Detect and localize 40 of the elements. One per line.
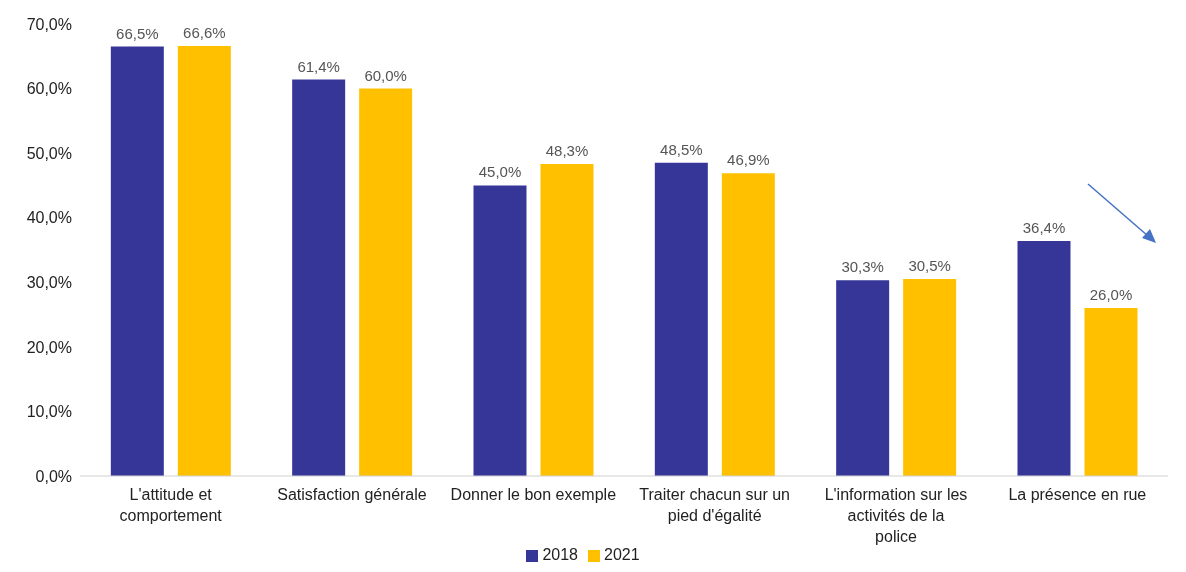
legend-label: 2021: [604, 546, 640, 563]
y-tick-label: 10,0%: [26, 403, 72, 421]
x-tick-label: La présence en rue: [1008, 486, 1147, 503]
data-label: 46,9%: [727, 151, 770, 169]
y-tick-label: 30,0%: [26, 273, 72, 291]
y-tick-label: 60,0%: [26, 80, 72, 98]
data-label: 66,6%: [183, 23, 226, 41]
data-label: 48,5%: [660, 140, 703, 158]
x-tick-label: Traiter chacun sur un pied d'égalité: [639, 486, 790, 524]
data-label: 61,4%: [297, 57, 340, 75]
data-label: 60,0%: [364, 66, 407, 84]
bar: [292, 79, 346, 476]
data-label: 48,3%: [545, 142, 589, 160]
x-tick-label: L'attitude et comportement: [119, 486, 223, 524]
data-label: 26,0%: [1089, 286, 1133, 304]
bar: [473, 185, 527, 476]
x-tick-label: L'information sur les activités de la police: [824, 486, 968, 545]
bar: [359, 88, 413, 476]
y-tick-label: 0,0%: [35, 467, 72, 485]
y-tick-label: 20,0%: [26, 338, 72, 356]
x-tick-label: Satisfaction générale: [277, 486, 427, 503]
data-label: 45,0%: [478, 163, 522, 181]
bar: [1084, 308, 1138, 476]
data-label: 66,5%: [116, 24, 159, 42]
bar: [836, 280, 890, 476]
bar: [721, 173, 775, 476]
x-tick-label: Donner le bon exemple: [450, 486, 617, 503]
y-tick-label: 70,0%: [26, 15, 72, 33]
bar: [1017, 240, 1071, 476]
y-tick-label: 40,0%: [26, 209, 72, 227]
bar: [654, 162, 708, 476]
bar: [540, 164, 594, 476]
bar: [110, 46, 164, 476]
data-label: 36,4%: [1022, 218, 1066, 236]
y-tick-label: 50,0%: [26, 144, 72, 162]
data-label: 30,3%: [841, 258, 884, 276]
bar: [177, 45, 231, 476]
data-label: 30,5%: [908, 257, 951, 275]
legend-label: 2018: [542, 546, 578, 563]
bar: [903, 279, 957, 476]
